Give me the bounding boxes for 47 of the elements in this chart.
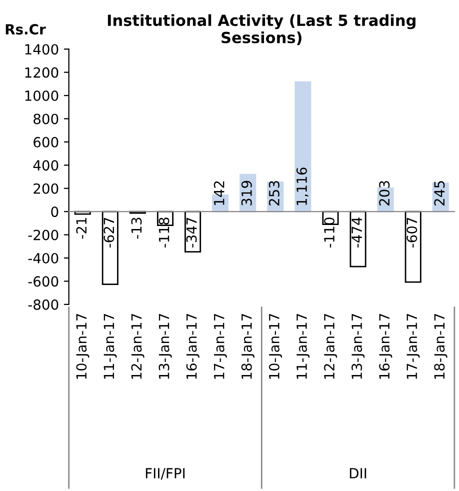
data-label: 1,116: [296, 168, 308, 205]
bar: [102, 210, 118, 286]
x-tick-label: 17-Jan-17: [406, 314, 420, 379]
x-tick-label: 16-Jan-17: [379, 314, 392, 379]
data-label: -347: [186, 218, 197, 248]
data-label: 245: [434, 181, 445, 206]
y-axis-title: Rs.Cr: [6, 24, 46, 35]
chart-title: Institutional Activity (Last 5 trading Sessions): [108, 14, 416, 46]
x-tick-label: 10-Jan-17: [268, 314, 282, 379]
y-tick-label: -800: [28, 299, 58, 310]
y-tick-label: 0: [51, 206, 58, 218]
data-label: -474: [352, 217, 362, 248]
y-tick-label: 200: [34, 183, 58, 194]
y-tick-label: -200: [28, 230, 58, 240]
y-tick-label: 600: [34, 136, 58, 148]
y-tick-label: 800: [34, 114, 58, 124]
y-tick-label: 1400: [25, 44, 58, 55]
data-label: 319: [241, 180, 252, 206]
x-tick-label: 11-Jan-17: [104, 314, 117, 379]
data-label: -118: [158, 218, 170, 248]
data-label: 253: [268, 181, 280, 206]
y-tick-label: 1200: [25, 67, 58, 78]
data-label: 142: [214, 181, 224, 205]
data-label: 203: [379, 181, 390, 206]
text: FII/FPI: [146, 468, 185, 480]
y-tick-label: 400: [33, 160, 58, 171]
x-tick-label: 17-Jan-17: [214, 314, 227, 379]
x-tick-label: 12-Jan-17: [131, 314, 144, 379]
data-label: -110: [324, 218, 335, 248]
x-tick-label: 10-Jan-17: [76, 314, 90, 379]
y-tick-label: -400: [28, 252, 58, 264]
bar: [404, 210, 422, 283]
data-label: -607: [406, 218, 418, 248]
x-tick-label: 13-Jan-17: [158, 314, 172, 379]
x-tick-label: 12-Jan-17: [324, 314, 338, 379]
bar: [294, 81, 312, 212]
x-tick-label: 11-Jan-17: [296, 314, 310, 379]
data-label: -13: [131, 218, 142, 239]
text: DII: [350, 468, 366, 478]
x-tick-label: 13-Jan-17: [352, 314, 365, 379]
data-label: -627: [104, 218, 114, 248]
x-tick-label: 16-Jan-17: [186, 314, 200, 379]
x-tick-label: 18-Jan-17: [434, 314, 448, 379]
data-label: -21: [76, 218, 86, 239]
y-tick-label: 1000: [25, 90, 58, 101]
y-tick-label: -600: [28, 276, 58, 287]
x-tick-label: 18-Jan-17: [241, 314, 254, 379]
